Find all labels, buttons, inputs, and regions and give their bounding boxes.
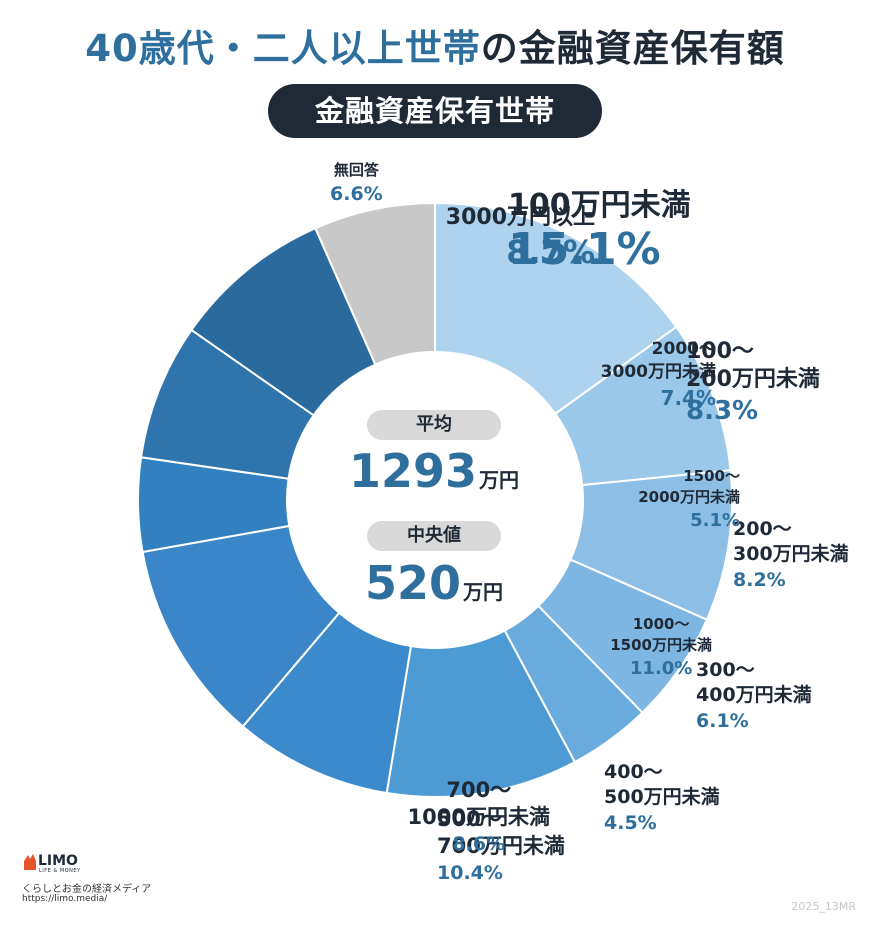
- slice-value-4: 4.5%: [604, 812, 657, 834]
- title-rest: の金融資産保有額: [480, 27, 785, 70]
- slice-value-2: 8.2%: [733, 569, 786, 591]
- slice-label-6-line-1: 1000万円未満: [407, 805, 550, 829]
- slice-value-1: 8.3%: [686, 396, 759, 426]
- average-unit: 万円: [479, 468, 520, 492]
- slice-label-9-line-1: 3000万円未満: [600, 362, 716, 382]
- slice-label-11-line-0: 無回答: [333, 161, 379, 179]
- slice-value-11: 6.6%: [330, 183, 383, 205]
- slice-label-5: 500〜 700万円未満 10.4%: [437, 806, 565, 887]
- slice-value-5: 10.4%: [437, 862, 503, 884]
- brand-url: https://limo.media/: [22, 894, 108, 904]
- slice-label-2: 200〜 300万円未満 8.2%: [733, 517, 849, 594]
- title-accent: 40歳代・二人以上世帯: [85, 27, 481, 70]
- median-value: 520 万円: [300, 556, 568, 610]
- slice-label-2-line-0: 200〜: [733, 518, 792, 540]
- slice-label-2-line-1: 300万円未満: [733, 543, 849, 565]
- slice-label-8-line-0: 1500〜: [683, 467, 740, 485]
- slice-label-4-line-0: 400〜: [604, 761, 663, 783]
- slice-value-8: 5.1%: [690, 510, 740, 531]
- median-tag: 中央値: [367, 521, 501, 551]
- slice-label-1-line-1: 200万円未満: [686, 367, 820, 392]
- median-unit: 万円: [463, 580, 504, 604]
- slice-value-9: 7.4%: [660, 386, 716, 410]
- donut-slice-0: [434, 201, 678, 416]
- slice-label-10: 3000万円以上 8.7%: [446, 204, 595, 272]
- average-value: 1293 万円: [300, 444, 568, 498]
- slice-value-6: 8.6%: [452, 833, 506, 855]
- slice-label-4-line-1: 500万円未満: [604, 786, 720, 808]
- brand-name: LIMO: [38, 853, 78, 869]
- slice-label-7: 1000〜 1500万円未満 11.0%: [610, 614, 712, 682]
- subtitle-pill: 金融資産保有世帯: [268, 84, 602, 138]
- slice-label-10-line-0: 3000万円以上: [445, 205, 595, 230]
- slice-label-0-line-0: 100万円未満: [508, 188, 691, 223]
- slice-label-7-line-1: 1500万円未満: [610, 636, 712, 654]
- average-number: 1293: [348, 444, 478, 498]
- slice-label-11: 無回答 6.6%: [330, 160, 383, 208]
- slice-label-8-line-1: 2000万円未満: [638, 488, 740, 506]
- slice-label-1: 100〜 200万円未満 8.3%: [686, 338, 820, 428]
- median-number: 520: [364, 556, 462, 610]
- slice-label-9-line-0: 2000〜: [651, 339, 716, 359]
- slice-label-6-line-0: 700〜: [446, 778, 512, 802]
- slice-value-7: 11.0%: [629, 658, 693, 679]
- page-title: 40歳代・二人以上世帯の金融資産保有額: [0, 18, 870, 72]
- brand-tagline: くらしとお金の経済メディア: [22, 884, 152, 895]
- slice-label-7-line-0: 1000〜: [632, 615, 690, 633]
- slice-label-5-line-1: 700万円未満: [437, 834, 565, 858]
- limo-logo-icon: [24, 854, 36, 870]
- brand-sub: LIFE & MONEY: [39, 868, 81, 874]
- average-tag: 平均: [367, 410, 501, 440]
- slice-value-10: 8.7%: [506, 233, 595, 271]
- slice-label-3: 300〜 400万円未満 6.1%: [696, 658, 812, 735]
- slice-value-0: 15.1%: [508, 224, 661, 275]
- slice-label-0: 100万円未満 15.1%: [508, 188, 691, 276]
- slice-label-9: 2000〜 3000万円未満 7.4%: [601, 338, 716, 412]
- slice-label-6: 700〜 1000万円未満 8.6%: [408, 777, 550, 858]
- slice-label-1-line-0: 100〜: [686, 339, 754, 364]
- slice-label-4: 400〜 500万円未満 4.5%: [604, 760, 720, 837]
- brand-logo: LIMO LIFE & MONEY くらしとお金の経済メディア https://…: [22, 852, 172, 924]
- slice-label-3-line-1: 400万円未満: [696, 684, 812, 706]
- slice-label-3-line-0: 300〜: [696, 659, 755, 681]
- slice-label-5-line-0: 500〜: [437, 807, 502, 831]
- slice-value-3: 6.1%: [696, 710, 749, 732]
- figure-code: 2025_13MR: [791, 900, 856, 913]
- slice-label-8: 1500〜 2000万円未満 5.1%: [638, 466, 740, 534]
- donut-slice-11: [314, 201, 436, 366]
